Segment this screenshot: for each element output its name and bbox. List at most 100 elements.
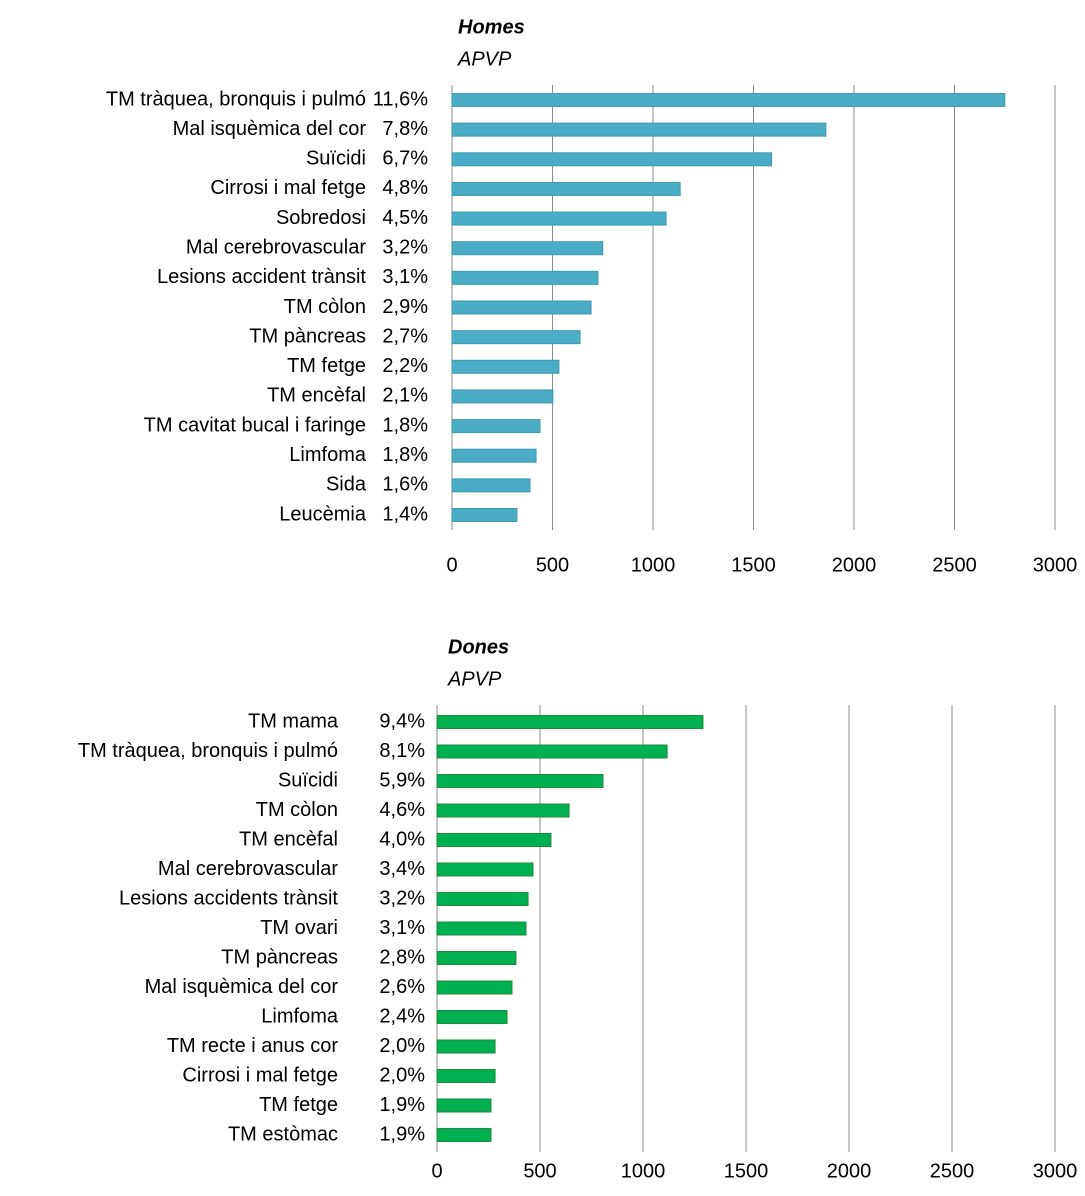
share-label: 2,6% (379, 976, 425, 998)
category-label: Cirrosi i mal fetge (210, 177, 366, 199)
bar (451, 152, 773, 167)
bar (436, 744, 668, 759)
bar (451, 181, 681, 196)
category-label: Suïcidi (278, 769, 338, 791)
share-label: 4,0% (379, 828, 425, 850)
x-tick-label: 2000 (827, 1160, 872, 1182)
x-tick-label: 2500 (932, 554, 977, 576)
category-label: TM tràquea, bronquis i pulmó (106, 88, 366, 110)
share-label: 2,9% (382, 296, 428, 318)
x-tick-label: 1500 (731, 554, 776, 576)
share-label: 2,0% (379, 1064, 425, 1086)
bar (451, 93, 1006, 107)
bar (436, 1010, 508, 1024)
category-label: TM encèfal (239, 828, 338, 850)
category-label: Sida (326, 474, 367, 496)
category-label: Mal cerebrovascular (158, 858, 338, 880)
bar (451, 330, 581, 345)
category-label: Lesions accident trànsit (157, 266, 366, 288)
category-label: TM recte i anus cor (167, 1035, 339, 1057)
share-label: 1,6% (382, 474, 428, 496)
category-label: TM fetge (259, 1094, 338, 1116)
x-tick-label: 0 (431, 1160, 442, 1182)
category-label: Lesions accidents trànsit (119, 887, 338, 909)
share-label: 4,5% (382, 207, 428, 229)
share-label: 3,1% (382, 266, 428, 288)
bar (436, 1128, 492, 1142)
x-tick-label: 500 (536, 554, 569, 576)
share-label: 3,2% (379, 887, 425, 909)
share-label: 1,8% (382, 414, 428, 436)
share-label: 11,6% (373, 88, 428, 110)
x-tick-label: 0 (446, 554, 457, 576)
bar (451, 359, 560, 374)
bar (451, 419, 541, 434)
share-label: 3,2% (382, 236, 428, 258)
category-label: TM mama (248, 710, 339, 732)
chart-title: Homes (458, 16, 525, 38)
share-label: 6,7% (382, 148, 428, 170)
share-label: 3,4% (379, 858, 425, 880)
share-label: 5,9% (379, 769, 425, 791)
share-label: 3,1% (379, 917, 425, 939)
category-label: TM tràquea, bronquis i pulmó (78, 740, 338, 762)
bar (436, 921, 527, 936)
category-label: TM encèfal (267, 385, 366, 407)
x-tick-label: 2000 (832, 554, 877, 576)
share-label: 2,0% (379, 1035, 425, 1057)
chart-subtitle: APVP (447, 668, 502, 690)
bar (451, 448, 537, 463)
chart-title: Dones (448, 636, 509, 658)
bar (436, 833, 552, 847)
share-label: 4,8% (382, 177, 428, 199)
bar (451, 389, 554, 404)
category-label: TM ovari (260, 917, 338, 939)
share-label: 2,8% (379, 946, 425, 968)
share-label: 2,7% (382, 325, 428, 347)
share-label: 1,9% (379, 1123, 425, 1145)
category-label: Limfoma (289, 444, 367, 466)
bar (436, 774, 604, 788)
category-label: TM còlon (284, 296, 366, 318)
share-label: 1,4% (382, 503, 428, 525)
category-label: Leucèmia (279, 503, 367, 525)
bar (436, 715, 704, 729)
category-label: TM pàncreas (249, 325, 366, 347)
category-label: TM pàncreas (221, 946, 338, 968)
bar (451, 270, 599, 285)
share-label: 2,1% (382, 385, 428, 407)
x-tick-label: 3000 (1033, 1160, 1078, 1182)
share-label: 7,8% (382, 118, 428, 140)
share-label: 8,1% (379, 740, 425, 762)
category-label: Limfoma (261, 1005, 339, 1027)
chart-subtitle: APVP (457, 48, 512, 70)
bar (436, 980, 513, 995)
bar (436, 862, 534, 877)
bar (436, 1039, 496, 1054)
share-label: 9,4% (379, 710, 425, 732)
x-tick-label: 1000 (631, 554, 676, 576)
x-tick-label: 3000 (1033, 554, 1078, 576)
bar (451, 508, 518, 522)
bar (436, 892, 529, 906)
share-label: 2,2% (382, 355, 428, 377)
share-label: 2,4% (379, 1005, 425, 1027)
category-label: Suïcidi (306, 148, 366, 170)
x-tick-label: 2500 (930, 1160, 975, 1182)
share-label: 4,6% (379, 799, 425, 821)
bar (436, 951, 517, 965)
share-label: 1,9% (379, 1094, 425, 1116)
share-label: 1,8% (382, 444, 428, 466)
category-label: Mal cerebrovascular (186, 236, 366, 258)
category-label: Mal isquèmica del cor (145, 976, 339, 998)
bar (451, 300, 592, 315)
bar (451, 122, 827, 137)
bar (436, 803, 570, 818)
category-label: Mal isquèmica del cor (173, 118, 367, 140)
bar (436, 1098, 492, 1113)
x-tick-label: 1000 (621, 1160, 666, 1182)
category-label: Cirrosi i mal fetge (182, 1064, 338, 1086)
bar (436, 1069, 496, 1083)
category-label: Sobredosi (276, 207, 366, 229)
